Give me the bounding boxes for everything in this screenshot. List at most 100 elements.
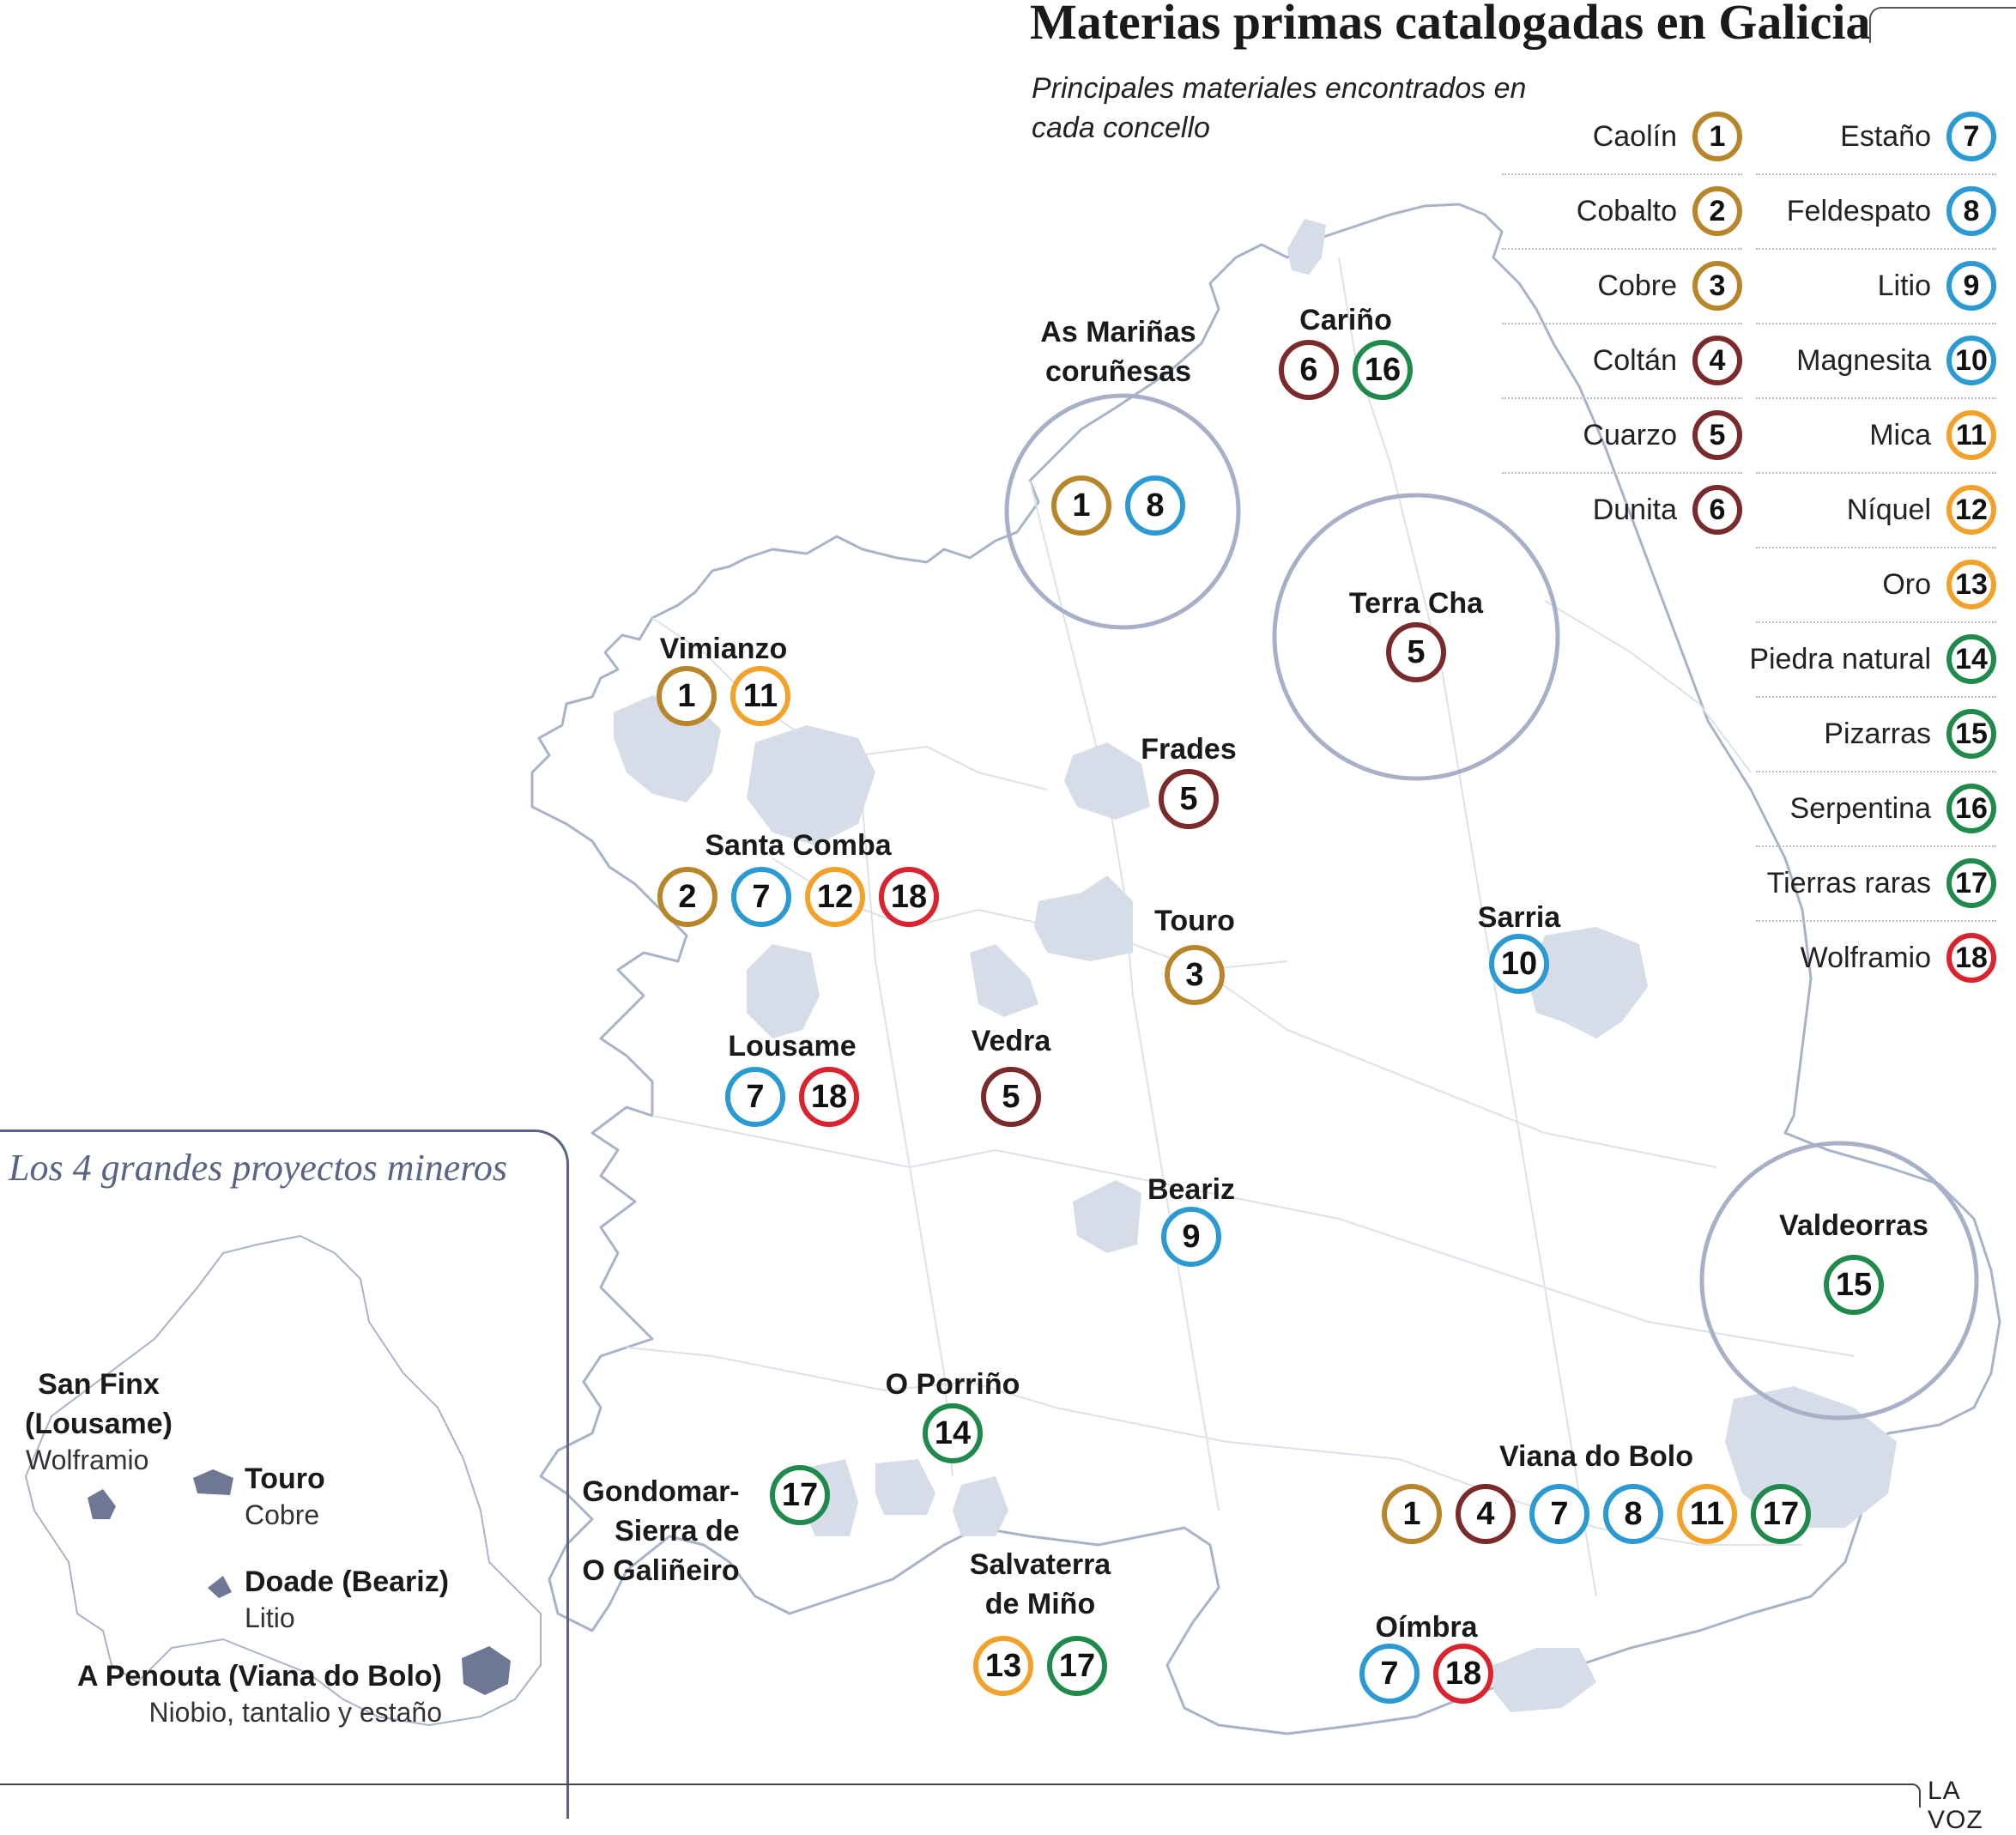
legend-label: Serpentina (1789, 791, 1931, 825)
material-badge: 11 (730, 666, 790, 726)
legend-item: Oro 13 (1882, 560, 1996, 609)
project-material: Niobio, tantalio y estaño (148, 1697, 442, 1728)
inset-panel (0, 1129, 569, 1819)
material-badge: 5 (1386, 622, 1446, 682)
area-lousame (747, 944, 820, 1039)
material-badge: 17 (1751, 1484, 1811, 1544)
place-label: Vedra (972, 1021, 1051, 1061)
inset-title: Los 4 grandes proyectos mineros (9, 1147, 507, 1189)
area-salvaterra (953, 1476, 1008, 1536)
circle-as-marinas (1004, 393, 1241, 630)
area-santa-comba (747, 725, 875, 845)
legend-label: Pizarras (1824, 717, 1931, 750)
legend-separator (1502, 397, 1742, 399)
legend-badge: 2 (1692, 186, 1742, 236)
legend-separator (1502, 472, 1742, 474)
inset-project: San Finx (Lousame) Wolframio (17, 1365, 180, 1476)
material-badge: 8 (1125, 475, 1185, 536)
place-materials: 5 (1159, 769, 1219, 829)
place-label: Touro (1154, 901, 1235, 941)
legend-label: Cobre (1597, 269, 1677, 302)
legend-separator (1756, 920, 1996, 922)
place-name: Gondomar- Sierra de O Galiñeiro (582, 1472, 739, 1590)
legend-label: Feldespato (1786, 194, 1931, 227)
place-name-line: As Mariñas (1040, 316, 1196, 348)
project-name: Doade (Beariz) (245, 1566, 450, 1598)
material-badge: 6 (1279, 340, 1339, 400)
legend-separator (1756, 472, 1996, 474)
legend-badge: 12 (1946, 485, 1996, 535)
place-materials: 5 (1386, 622, 1446, 682)
place-name-line: Sierra de (614, 1515, 740, 1547)
legend-separator (1502, 173, 1742, 175)
legend-item: Serpentina 16 (1790, 784, 1996, 833)
material-badge: 7 (725, 1067, 785, 1127)
place-label: Vimianzo (660, 629, 788, 669)
region-circles (1004, 393, 1979, 1420)
place-materials: 6 16 (1279, 340, 1413, 400)
place-name: Touro (1154, 905, 1235, 937)
material-badge: 7 (731, 867, 791, 927)
place-name: Vimianzo (659, 633, 788, 665)
material-badge: 7 (1529, 1484, 1589, 1544)
place-materials: 7 18 (725, 1067, 859, 1127)
legend-badge: 4 (1692, 336, 1742, 385)
legend-item: Feldespato 8 (1787, 186, 1996, 236)
legend-badge: 11 (1946, 410, 1996, 460)
place-name-line: Gondomar- (582, 1475, 740, 1508)
area-oimbra (1493, 1648, 1596, 1712)
legend-label: Estaño (1840, 119, 1931, 153)
legend-separator (1502, 323, 1742, 324)
place-label: Valdeorras (1779, 1206, 1928, 1245)
legend-separator (1756, 248, 1996, 250)
legend-separator (1756, 845, 1996, 847)
area-carino (1287, 219, 1326, 275)
legend-item: Piedra natural 14 (1749, 634, 1996, 684)
inset-map (24, 1234, 542, 1727)
legend-badge: 15 (1946, 709, 1996, 759)
place-materials: 5 (981, 1067, 1041, 1127)
legend-badge: 7 (1946, 112, 1996, 161)
legend-badge: 5 (1692, 410, 1742, 460)
legend-separator (1756, 173, 1996, 175)
material-badge: 18 (799, 1067, 859, 1127)
legend-separator (1756, 397, 1996, 399)
place-name: Frades (1141, 733, 1237, 766)
material-badge: 17 (1047, 1636, 1107, 1696)
material-badge: 13 (973, 1636, 1033, 1696)
place-name: Cariño (1299, 304, 1392, 336)
place-name: Lousame (728, 1030, 857, 1063)
place-materials: 15 (1824, 1255, 1884, 1315)
legend-item: Magnesita 10 (1796, 336, 1996, 385)
place-name-line: coruñesas (1044, 355, 1192, 388)
material-badge: 18 (879, 867, 939, 927)
material-badge: 1 (1051, 475, 1111, 536)
area-frades (1064, 742, 1150, 820)
legend-label: Níquel (1846, 493, 1931, 526)
place-label: Sarria (1478, 898, 1560, 937)
project-touro-shape (193, 1469, 233, 1495)
legend-item: Pizarras 15 (1824, 709, 1996, 759)
legend-item: Mica 11 (1869, 410, 1996, 460)
project-name: San Finx (Lousame) (25, 1368, 173, 1440)
place-name: Sarria (1477, 901, 1561, 934)
project-name: A Penouta (Viana do Bolo) (76, 1660, 442, 1693)
legend-separator (1756, 771, 1996, 772)
material-badge: 18 (1433, 1644, 1493, 1704)
material-badge: 16 (1353, 340, 1413, 400)
material-badge: 14 (923, 1403, 983, 1463)
area-beariz (1073, 1180, 1141, 1253)
legend-item: Estaño 7 (1840, 112, 1996, 161)
place-name: Beariz (1147, 1173, 1236, 1206)
title-decoration (1869, 7, 2016, 43)
legend-badge: 18 (1946, 933, 1996, 983)
legend-label: Magnesita (1796, 343, 1931, 377)
place-name: Oímbra (1375, 1611, 1478, 1644)
area-sarria (1528, 927, 1648, 1039)
galicia-outline (530, 203, 2001, 1735)
legend-item: Litio 9 (1878, 261, 1996, 311)
subtitle: Principales materiales encontrados en ca… (1032, 72, 1527, 144)
material-badge: 5 (1159, 769, 1219, 829)
